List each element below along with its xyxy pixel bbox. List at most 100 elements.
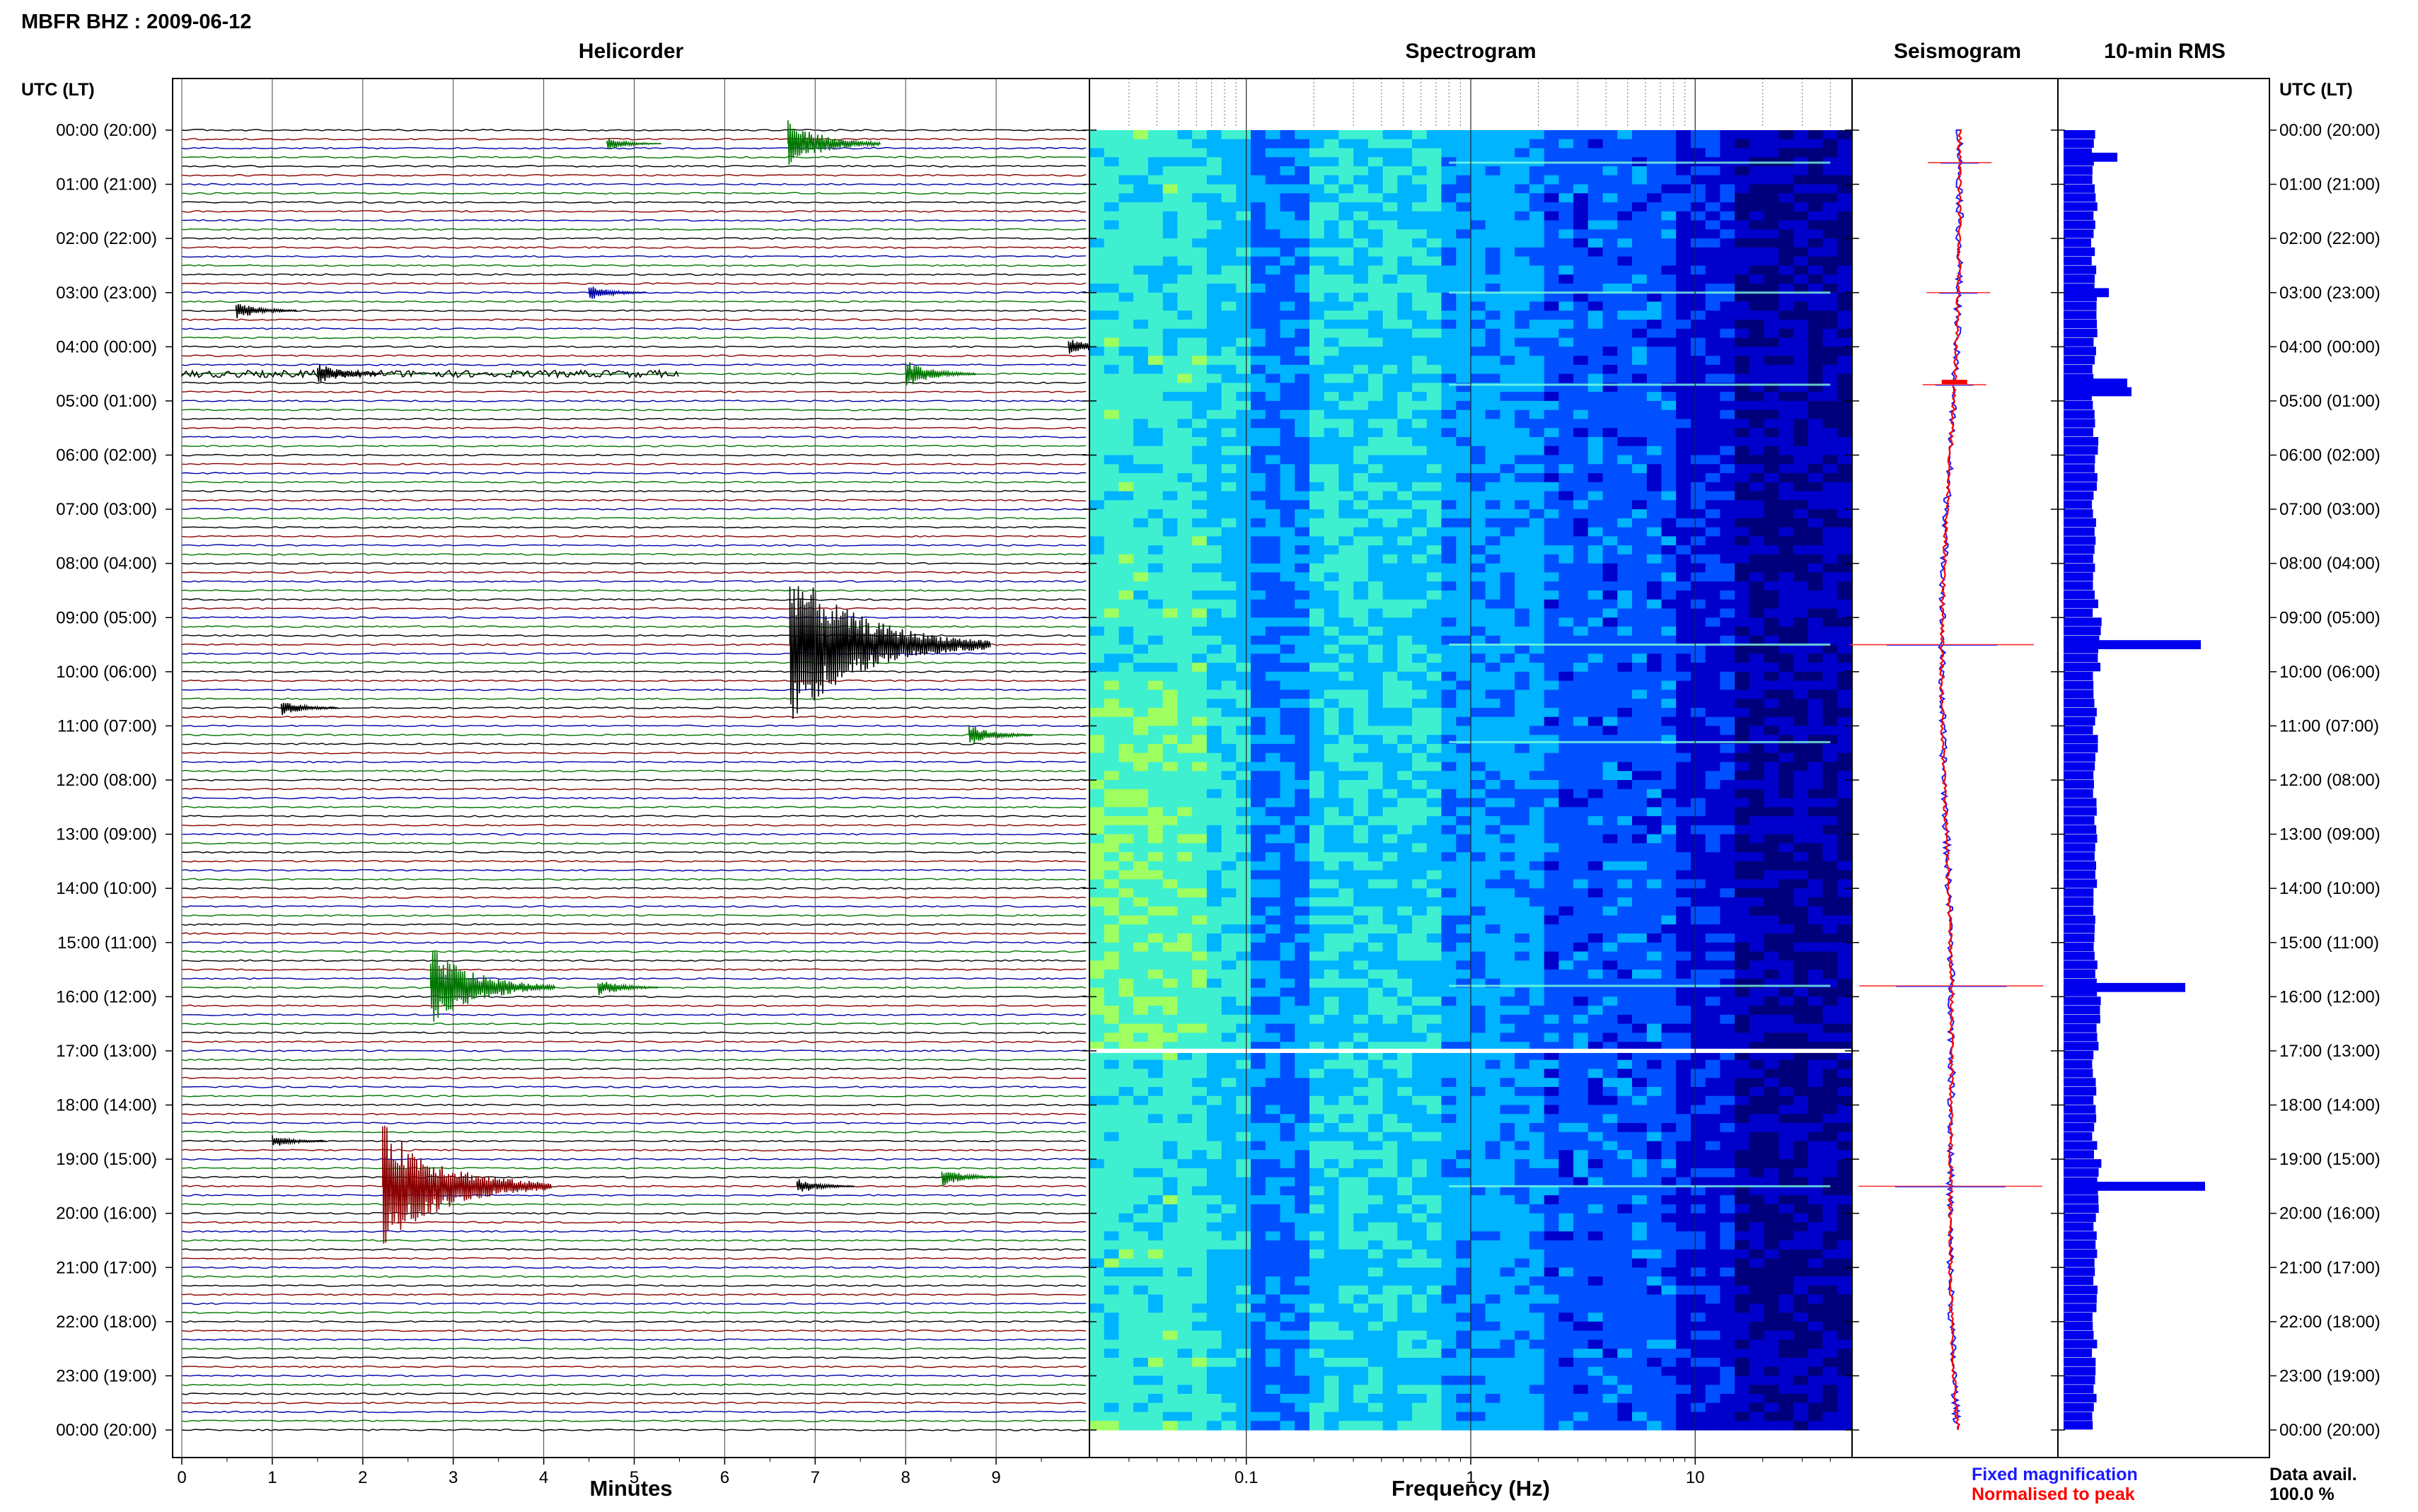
rms-bar <box>2064 364 2093 374</box>
time-label-right: 03:00 (23:00) <box>2279 284 2381 303</box>
time-label-left: 20:00 (16:00) <box>56 1204 157 1223</box>
time-label-left: 17:00 (13:00) <box>56 1042 157 1061</box>
rms-bar <box>2064 834 2098 843</box>
rms-bar <box>2064 437 2099 446</box>
rms-bar <box>2064 247 2095 257</box>
seismogram-trace-normalised <box>1939 129 1962 1431</box>
time-label-left: 18:00 (14:00) <box>56 1096 157 1115</box>
helicorder-tick-label: 0 <box>177 1468 186 1487</box>
rms-bar <box>2064 509 2093 518</box>
helicorder-noisy-trace <box>181 368 679 379</box>
seismogram-title: Seismogram <box>1894 40 2021 63</box>
rms-bar <box>2064 1231 2097 1240</box>
rms-peak-bar-3 <box>2064 387 2131 397</box>
time-label-right: 06:00 (02:00) <box>2279 446 2381 465</box>
rms-bar <box>2064 861 2096 871</box>
rms-bar <box>2064 1421 2093 1430</box>
rms-bar <box>2064 1006 2100 1015</box>
time-label-left: 11:00 (07:00) <box>57 716 157 735</box>
rms-bar <box>2064 202 2098 211</box>
rms-bar <box>2064 419 2095 428</box>
rms-bar <box>2064 1050 2094 1060</box>
rms-bar <box>2064 400 2093 410</box>
rms-bar <box>2064 1168 2099 1177</box>
time-label-right: 05:00 (01:00) <box>2279 392 2381 411</box>
rms-bar <box>2064 1123 2095 1132</box>
time-label-left: 12:00 (08:00) <box>56 771 157 790</box>
helicorder-tick-label: 4 <box>539 1468 548 1487</box>
rms-bar <box>2064 238 2091 248</box>
rms-bar <box>2064 924 2095 934</box>
time-axes: 00:00 (20:00) 00:00 (20:00) 01:00 (21:00) 0… <box>56 121 2381 1440</box>
time-label-left: 00:00 (20:00) <box>56 121 157 140</box>
time-label-right: 18:00 (14:00) <box>2279 1096 2381 1115</box>
spectrogram-panel: 0.1 1 10 <box>1089 78 1853 1487</box>
rms-bar <box>2064 1240 2096 1250</box>
helicorder-event-7 <box>789 586 991 719</box>
rms-bar <box>2064 193 2096 202</box>
time-label-left: 21:00 (17:00) <box>56 1258 157 1277</box>
rms-bar <box>2064 563 2095 572</box>
rms-bar <box>2064 1277 2094 1286</box>
rms-bar <box>2064 1393 2097 1403</box>
time-label-right: 07:00 (03:00) <box>2279 500 2381 519</box>
rms-bar <box>2064 960 2098 970</box>
helicorder-event-13 <box>941 1171 1003 1187</box>
rms-peak-bar-6 <box>2064 1182 2205 1191</box>
rms-bar <box>2064 879 2098 888</box>
rms-bar <box>2064 446 2098 455</box>
rms-bar <box>2064 617 2102 627</box>
rms-title: 10-min RMS <box>2104 40 2226 63</box>
rms-bar <box>2064 1105 2096 1114</box>
time-label-left: 07:00 (03:00) <box>56 500 157 519</box>
rms-bar <box>2064 139 2094 148</box>
rms-bar <box>2064 1222 2094 1231</box>
rms-bar <box>2064 942 2094 951</box>
rms-bar <box>2064 211 2094 221</box>
seismogram-legend-fixed: Fixed magnification <box>1972 1465 2138 1484</box>
seismogram-trace-fixed <box>1938 129 1965 1431</box>
time-label-left: 04:00 (00:00) <box>56 337 157 356</box>
rms-bar <box>2064 473 2098 482</box>
rms-bar <box>2064 1078 2096 1087</box>
time-label-left: 02:00 (22:00) <box>56 229 157 248</box>
rms-bar <box>2064 320 2098 329</box>
rms-bar <box>2064 572 2093 581</box>
time-label-right: 00:00 (20:00) <box>2279 1421 2381 1440</box>
rms-bar <box>2064 653 2098 663</box>
helicorder-tick-label: 7 <box>811 1468 820 1487</box>
time-label-right: 00:00 (20:00) <box>2279 121 2381 140</box>
rms-bar <box>2064 1330 2094 1339</box>
rms-bar <box>2064 1285 2098 1294</box>
rms-bar <box>2064 581 2093 591</box>
rms-bar <box>2064 1357 2096 1367</box>
rms-bar <box>2064 265 2097 274</box>
rms-bar <box>2064 690 2094 699</box>
helicorder-event-1 <box>606 138 662 149</box>
time-label-left: 08:00 (04:00) <box>56 554 157 574</box>
spectrogram-tick-label: 0.1 <box>1234 1468 1258 1487</box>
time-label-left: 15:00 (11:00) <box>57 934 157 953</box>
time-label-right: 04:00 (00:00) <box>2279 337 2381 356</box>
rms-bar <box>2064 852 2095 861</box>
rms-bar <box>2064 843 2095 852</box>
helicorder-event-5 <box>317 364 382 382</box>
rms-bar <box>2064 337 2094 347</box>
time-axis-label-right: UTC (LT) <box>2279 80 2353 100</box>
time-label-left: 03:00 (23:00) <box>56 284 157 303</box>
spectrogram-x-label: Frequency (Hz) <box>1392 1476 1550 1501</box>
time-label-left: 10:00 (06:00) <box>56 663 157 682</box>
rms-bar <box>2064 464 2095 473</box>
rms-bar <box>2064 347 2096 356</box>
rms-bar <box>2064 906 2093 915</box>
rms-panel <box>2057 78 2270 1458</box>
rms-bar <box>2064 970 2095 979</box>
helicorder-event-8 <box>280 702 340 716</box>
rms-bar <box>2064 807 2097 816</box>
time-label-right: 15:00 (11:00) <box>2279 934 2379 953</box>
time-label-right: 16:00 (12:00) <box>2279 987 2381 1006</box>
helicorder-tick-label: 9 <box>991 1468 1000 1487</box>
rms-bar <box>2064 482 2097 491</box>
time-label-right: 21:00 (17:00) <box>2279 1258 2381 1277</box>
